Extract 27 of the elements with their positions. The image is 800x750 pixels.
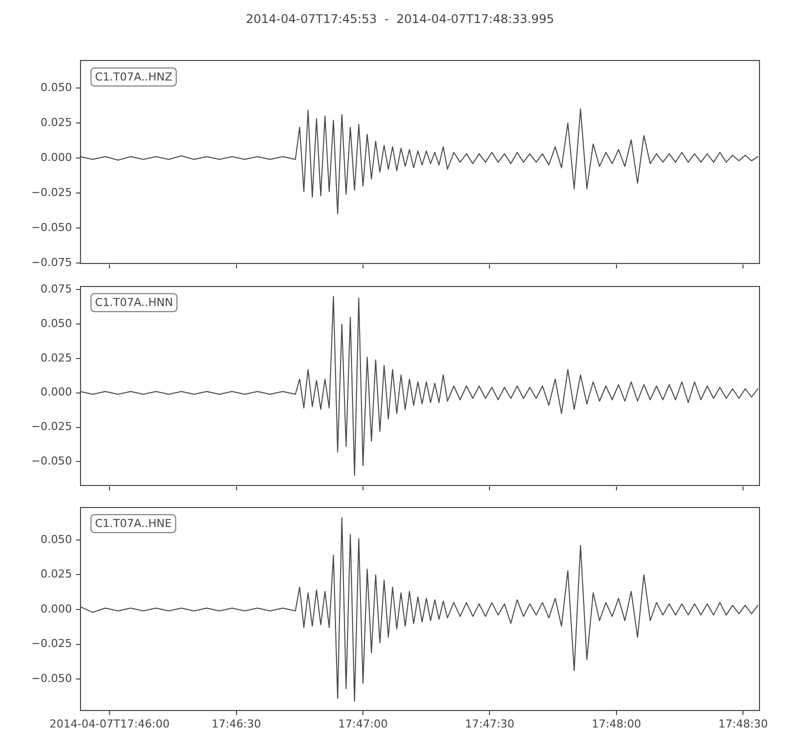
y-tick-label: 0.000 xyxy=(40,386,72,399)
y-tick-label: 0.050 xyxy=(40,532,72,546)
x-tick-label: 17:48:00 xyxy=(592,717,642,730)
y-tick-label: −0.025 xyxy=(31,637,72,650)
y-tick-label: −0.050 xyxy=(31,672,72,685)
chart-title: 2014-04-07T17:45:53 - 2014-04-07T17:48:33.995 xyxy=(246,12,554,26)
y-tick-label: 0.000 xyxy=(40,602,72,616)
y-tick-label: −0.050 xyxy=(31,454,72,468)
annotation: C1.T07A..HNE xyxy=(95,516,172,530)
x-tick-label: 17:48:30 xyxy=(718,717,768,730)
x-tick-label: 2014-04-07T17:46:00 xyxy=(50,717,170,730)
y-tick-label: 0.050 xyxy=(40,80,72,94)
y-tick-label: 0.000 xyxy=(40,150,72,164)
y-tick-label: 0.050 xyxy=(40,316,72,330)
y-tick-label: −0.075 xyxy=(31,256,72,269)
x-tick-label: 17:46:30 xyxy=(212,717,261,730)
x-tick-label: 17:47:30 xyxy=(465,717,514,730)
y-tick-label: −0.025 xyxy=(31,186,72,199)
x-tick-label: 17:47:00 xyxy=(338,717,388,730)
annotation: C1.T07A..HNZ xyxy=(95,70,173,84)
annotation: C1.T07A..HNN xyxy=(95,296,173,309)
y-tick-label: 0.075 xyxy=(40,282,72,296)
y-tick-label: 0.025 xyxy=(40,351,72,364)
y-tick-label: 0.025 xyxy=(40,568,72,581)
y-tick-label: −0.050 xyxy=(31,220,72,234)
y-tick-label: 0.025 xyxy=(40,116,72,129)
y-tick-label: −0.025 xyxy=(31,420,72,434)
